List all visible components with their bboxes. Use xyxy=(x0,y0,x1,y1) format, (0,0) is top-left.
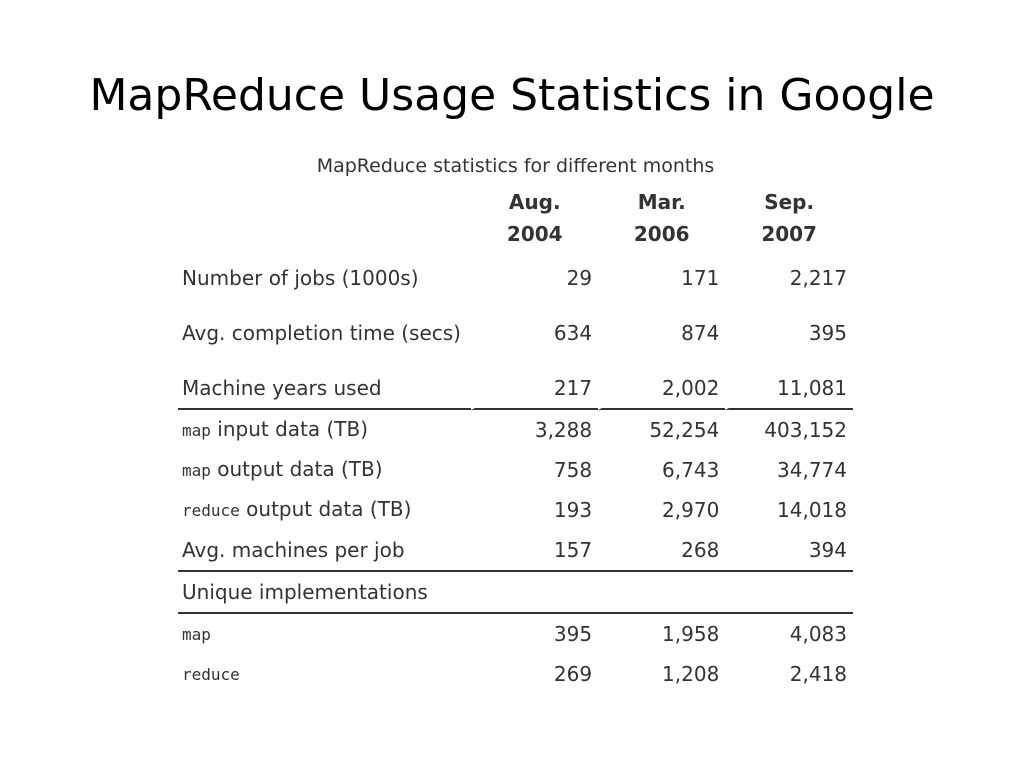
cell-value: 403,152 xyxy=(764,418,847,442)
code-keyword: reduce xyxy=(182,665,240,684)
table-row: reduce output data (TB) 193 2,970 14,018 xyxy=(178,490,853,530)
row-label-text: output data (TB) xyxy=(239,497,412,521)
statistics-table: Aug. 2004 Mar. 2006 Sep. 2007 Number of … xyxy=(178,186,853,694)
cell-value: 268 xyxy=(598,530,726,572)
row-label: Machine years used xyxy=(178,368,472,410)
table-row: Avg. machines per job 157 268 394 xyxy=(178,530,853,572)
cell-value: 874 xyxy=(681,321,720,345)
row-label-text: input data (TB) xyxy=(210,417,369,441)
table-header-row: Aug. 2004 Mar. 2006 Sep. 2007 xyxy=(178,186,853,258)
cell-value: 6,743 xyxy=(662,458,720,482)
header-mar-2006: Mar. 2006 xyxy=(598,186,725,258)
section-label: Unique implementations xyxy=(178,572,853,614)
cell-value: 217 xyxy=(471,368,599,410)
row-label: reduce output data (TB) xyxy=(178,490,471,530)
cell-value: 1,958 xyxy=(662,622,720,646)
cell-value: 193 xyxy=(553,498,593,522)
table-row: Machine years used 217 2,002 11,081 xyxy=(178,368,853,410)
slide-title: MapReduce Usage Statistics in Google xyxy=(89,70,935,121)
header-month: Sep. xyxy=(764,190,815,214)
code-keyword: reduce xyxy=(182,501,240,520)
cell-value: 52,254 xyxy=(649,418,720,442)
table-row: map input data (TB) 3,288 52,254 403,152 xyxy=(178,410,853,450)
cell-value: 395 xyxy=(553,622,593,646)
row-label: map output data (TB) xyxy=(178,450,471,490)
row-label: Avg. completion time (secs) xyxy=(182,321,461,345)
header-sep-2007: Sep. 2007 xyxy=(725,186,853,258)
cell-value: 394 xyxy=(725,530,853,572)
cell-value: 2,217 xyxy=(789,266,847,290)
cell-value: 758 xyxy=(553,458,593,482)
header-month: Aug. xyxy=(508,190,561,214)
code-keyword: map xyxy=(182,461,211,480)
header-year: 2004 xyxy=(506,222,563,246)
cell-value: 2,970 xyxy=(662,498,720,522)
code-keyword: map xyxy=(182,625,211,644)
statistics-table-container: MapReduce statistics for different month… xyxy=(178,146,853,694)
row-label: map xyxy=(178,614,471,654)
cell-value: 3,288 xyxy=(534,418,593,442)
row-label: reduce xyxy=(178,654,471,694)
cell-value: 11,081 xyxy=(725,368,853,410)
row-label-text: output data (TB) xyxy=(210,457,383,481)
header-year: 2006 xyxy=(633,222,690,246)
cell-value: 269 xyxy=(553,662,593,686)
table-row: Avg. completion time (secs) 634 874 395 xyxy=(178,298,853,368)
cell-value: 1,208 xyxy=(662,662,720,686)
header-empty-cell xyxy=(178,186,471,258)
cell-value: 2,418 xyxy=(789,662,847,686)
row-label: map input data (TB) xyxy=(178,410,471,450)
table-row: map 395 1,958 4,083 xyxy=(178,614,853,654)
code-keyword: map xyxy=(182,421,211,440)
cell-value: 157 xyxy=(471,530,599,572)
header-month: Mar. xyxy=(637,190,686,214)
header-aug-2004: Aug. 2004 xyxy=(471,186,598,258)
cell-value: 14,018 xyxy=(777,498,847,522)
table-caption: MapReduce statistics for different month… xyxy=(316,155,715,177)
cell-value: 171 xyxy=(681,266,720,290)
row-label: Avg. machines per job xyxy=(178,530,472,572)
cell-value: 29 xyxy=(566,266,593,290)
cell-value: 634 xyxy=(553,321,593,345)
table-row: reduce 269 1,208 2,418 xyxy=(178,654,853,694)
cell-value: 4,083 xyxy=(789,622,847,646)
section-header-row: Unique implementations xyxy=(178,572,853,614)
cell-value: 395 xyxy=(808,321,847,345)
cell-value: 34,774 xyxy=(777,458,847,482)
table-row: Number of jobs (1000s) 29 171 2,217 xyxy=(178,258,853,298)
header-year: 2007 xyxy=(761,222,817,246)
row-label: Number of jobs (1000s) xyxy=(182,266,419,290)
table-row: map output data (TB) 758 6,743 34,774 xyxy=(178,450,853,490)
cell-value: 2,002 xyxy=(598,368,726,410)
